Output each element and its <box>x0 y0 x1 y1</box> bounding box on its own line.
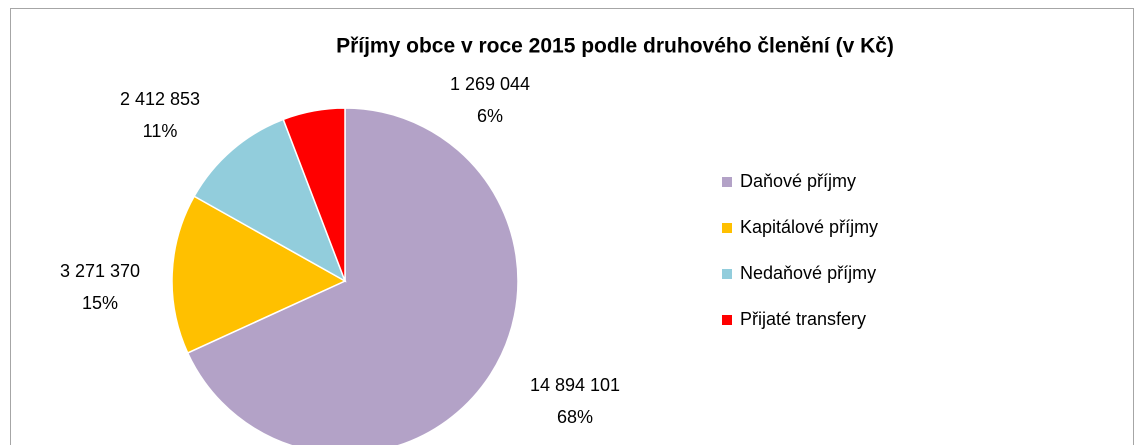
value-label: 3 271 370 <box>60 261 140 281</box>
legend-label: Daňové příjmy <box>740 171 856 191</box>
value-label: 2 412 853 <box>120 89 200 109</box>
legend-swatch <box>722 269 732 279</box>
value-label: 1 269 044 <box>450 74 530 94</box>
percent-label: 11% <box>143 121 178 141</box>
percent-label: 68% <box>557 407 593 427</box>
pie-slice <box>186 107 519 445</box>
pie-slice <box>171 195 347 354</box>
legend-label: Nedaňové příjmy <box>740 263 876 283</box>
chart-title: Příjmy obce v roce 2015 podle druhového … <box>336 35 894 58</box>
legend-label: Kapitálové příjmy <box>740 217 878 237</box>
percent-label: 6% <box>477 106 503 126</box>
legend-swatch <box>722 177 732 187</box>
value-label: 14 894 101 <box>530 375 620 395</box>
legend-swatch <box>722 223 732 233</box>
pie-slice <box>193 118 347 283</box>
legend-swatch <box>722 315 732 325</box>
legend-label: Přijaté transfery <box>740 309 866 329</box>
percent-label: 15% <box>82 293 118 313</box>
pie-slice <box>282 107 346 282</box>
